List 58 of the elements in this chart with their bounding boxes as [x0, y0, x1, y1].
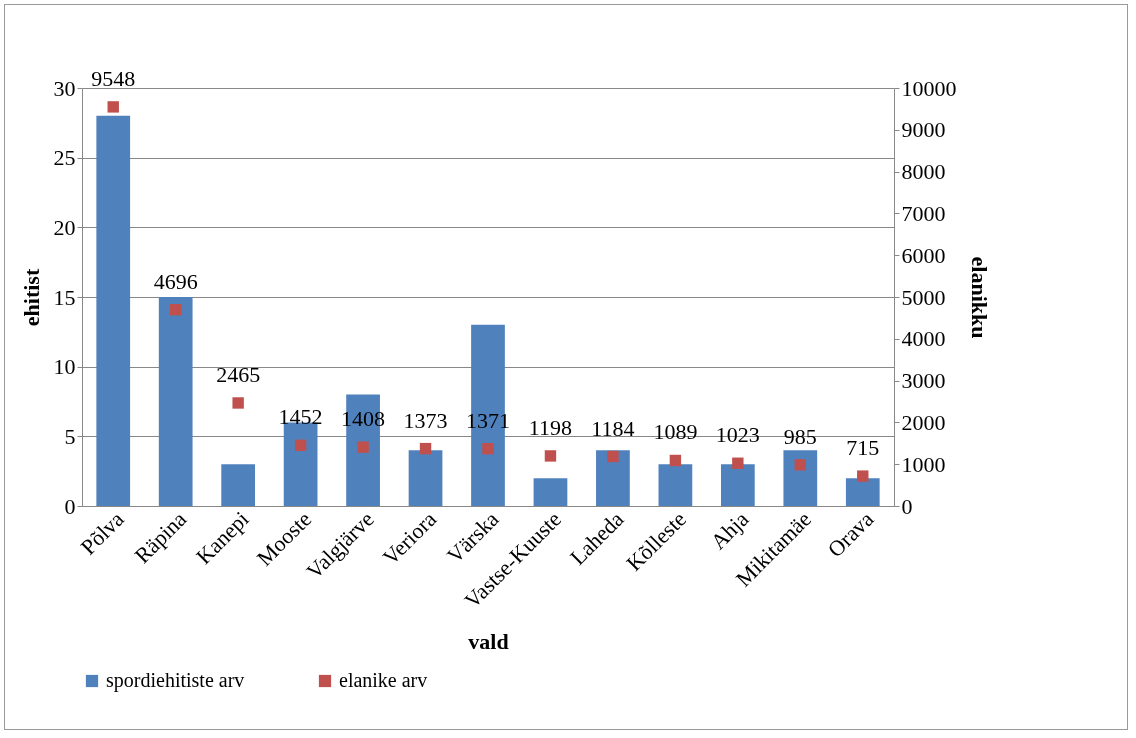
y2-axis-title: elanikku	[966, 256, 992, 339]
y2-tick-label: 6000	[901, 242, 946, 268]
y2-tick-label: 9000	[901, 117, 946, 143]
bar	[596, 450, 630, 506]
y2-tick-label: 4000	[901, 326, 946, 352]
y-tick-label: 10	[53, 354, 76, 380]
point	[357, 441, 369, 453]
y2-tick-label: 7000	[901, 200, 946, 226]
bar	[158, 297, 193, 506]
y-tick-label: 0	[64, 493, 76, 519]
y-tick-label: 5	[64, 423, 76, 449]
point	[732, 457, 744, 469]
data-label: 1023	[715, 422, 760, 448]
data-label: 1198	[528, 414, 573, 440]
y-tick-label: 25	[53, 145, 76, 171]
y2-tick-label: 2000	[901, 409, 946, 435]
y2-tick-label: 10000	[901, 75, 957, 101]
y2-tick-label: 5000	[901, 284, 946, 310]
x-axis-title: vald	[468, 629, 509, 655]
point	[544, 450, 557, 462]
data-label: 1184	[591, 415, 635, 441]
bar	[283, 422, 318, 506]
data-label: 1089	[653, 419, 698, 445]
data-label: 1373	[403, 407, 448, 433]
bar	[408, 450, 443, 506]
bar	[720, 464, 755, 506]
bar	[658, 464, 693, 506]
y-tick-label: 20	[53, 214, 76, 240]
point	[857, 470, 869, 482]
data-label: 4696	[153, 268, 198, 294]
y-axis-title: ehitist	[18, 268, 44, 327]
data-label: 2465	[216, 361, 261, 387]
data-label: 715	[846, 435, 880, 461]
y2-tick-label: 8000	[901, 159, 946, 185]
y2-tick-label: 1000	[901, 451, 946, 477]
point	[107, 101, 119, 113]
point	[169, 304, 182, 316]
point	[794, 459, 807, 471]
y-tick-label: 30	[53, 75, 76, 101]
legend-label: spordiehitiste arv	[106, 669, 245, 692]
data-label: 985	[783, 423, 817, 449]
bar	[783, 450, 818, 506]
point	[419, 442, 432, 455]
data-label: 9548	[91, 65, 136, 91]
data-label: 1452	[278, 404, 323, 430]
point	[232, 397, 244, 409]
point	[482, 442, 494, 455]
point	[294, 439, 307, 452]
y-tick-label: 15	[53, 284, 76, 310]
point	[607, 450, 619, 463]
bar	[845, 478, 880, 506]
bar	[221, 464, 256, 506]
legend-label: elanike arv	[339, 669, 428, 691]
point	[669, 454, 682, 467]
bar	[533, 478, 568, 506]
bar	[96, 115, 131, 506]
y2-tick-label: 3000	[901, 368, 946, 394]
y2-tick-label: 0	[901, 493, 913, 519]
